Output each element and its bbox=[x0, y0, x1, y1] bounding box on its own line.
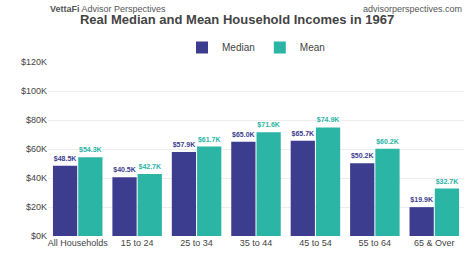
svg-text:35 to 44: 35 to 44 bbox=[240, 238, 273, 248]
svg-text:$40K: $40K bbox=[26, 173, 47, 183]
svg-text:$120K: $120K bbox=[21, 57, 47, 67]
svg-text:All Households: All Households bbox=[48, 238, 109, 248]
svg-text:65 & Over: 65 & Over bbox=[414, 238, 455, 248]
svg-text:$71.6K: $71.6K bbox=[257, 121, 280, 129]
svg-text:$100K: $100K bbox=[21, 86, 47, 96]
svg-text:$0K: $0K bbox=[31, 231, 47, 241]
svg-text:$50.2K: $50.2K bbox=[351, 152, 374, 160]
svg-text:$32.7K: $32.7K bbox=[436, 178, 459, 186]
svg-text:$20K: $20K bbox=[26, 202, 47, 212]
svg-text:15 to 24: 15 to 24 bbox=[121, 238, 154, 248]
svg-text:$19.9K: $19.9K bbox=[410, 196, 433, 204]
svg-text:$61.7K: $61.7K bbox=[198, 136, 221, 144]
svg-text:Mean: Mean bbox=[300, 42, 325, 53]
svg-text:Median: Median bbox=[222, 42, 255, 53]
svg-text:$60K: $60K bbox=[26, 144, 47, 154]
svg-text:$57.9K: $57.9K bbox=[173, 141, 196, 149]
svg-text:45 to 54: 45 to 54 bbox=[299, 238, 332, 248]
svg-text:$74.9K: $74.9K bbox=[317, 116, 340, 124]
svg-text:$54.3K: $54.3K bbox=[79, 146, 102, 154]
svg-text:$48.5K: $48.5K bbox=[54, 155, 77, 163]
svg-text:55 to 64: 55 to 64 bbox=[359, 238, 392, 248]
svg-text:25 to 34: 25 to 34 bbox=[180, 238, 213, 248]
svg-text:$42.7K: $42.7K bbox=[138, 163, 161, 171]
svg-text:advisorperspectives.com: advisorperspectives.com bbox=[363, 4, 462, 14]
svg-text:$65.7K: $65.7K bbox=[292, 130, 315, 138]
svg-text:$40.5K: $40.5K bbox=[113, 166, 136, 174]
svg-text:VettaFi Advisor Perspectives: VettaFi Advisor Perspectives bbox=[50, 4, 166, 14]
svg-text:$65.0K: $65.0K bbox=[232, 131, 255, 139]
svg-text:Real Median and Mean Household: Real Median and Mean Household Incomes i… bbox=[80, 12, 394, 27]
svg-text:$80K: $80K bbox=[26, 115, 47, 125]
svg-text:$60.2K: $60.2K bbox=[376, 138, 399, 146]
